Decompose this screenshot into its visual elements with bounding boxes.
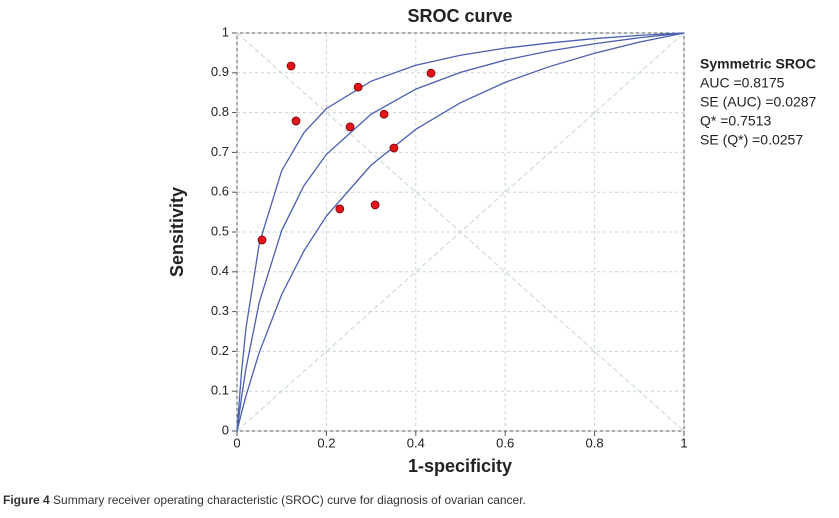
- study-point: [291, 116, 301, 126]
- x-tick-label: 0.4: [407, 435, 425, 450]
- sroc-curve: [236, 32, 685, 432]
- chart-title: SROC curve: [407, 6, 512, 26]
- annotation: AUC =0.8175: [700, 75, 785, 91]
- x-tick-label: 1: [680, 435, 687, 450]
- caption-text: Summary receiver operating characteristi…: [53, 493, 526, 507]
- x-tick-label: 0: [233, 435, 240, 450]
- y-axis-label: Sensitivity: [167, 187, 187, 277]
- y-tick-label: 1: [222, 24, 229, 39]
- caption-label: Figure 4: [3, 493, 50, 507]
- y-tick-label: 0.8: [211, 104, 229, 119]
- y-tick-label: 0.2: [211, 343, 229, 358]
- y-tick-label: 0: [222, 422, 229, 437]
- y-tick-label: 0.9: [211, 64, 229, 79]
- annotation: SE (Q*) =0.0257: [700, 132, 803, 148]
- y-tick-label: 0.5: [211, 223, 229, 238]
- annotation: Symmetric SROC: [700, 56, 816, 72]
- y-tick-label: 0.6: [211, 184, 229, 199]
- study-point: [389, 143, 399, 153]
- study-point: [345, 122, 355, 132]
- x-tick-label: 0.2: [317, 435, 335, 450]
- y-tick-label: 0.7: [211, 144, 229, 159]
- study-point: [257, 235, 267, 245]
- x-tick-label: 0.8: [586, 435, 604, 450]
- study-point: [286, 61, 296, 71]
- sroc-curve: [236, 32, 685, 432]
- sroc-curve: [236, 32, 685, 432]
- study-point: [353, 82, 363, 92]
- y-tick-label: 0.4: [211, 263, 229, 278]
- annotation: Q* =0.7513: [700, 113, 771, 129]
- y-tick-label: 0.3: [211, 303, 229, 318]
- x-tick-label: 0.6: [496, 435, 514, 450]
- study-point: [335, 204, 345, 214]
- y-tick-label: 0.1: [211, 383, 229, 398]
- x-axis-label: 1-specificity: [408, 456, 512, 476]
- study-point: [426, 68, 436, 78]
- annotation: SE (AUC) =0.0287: [700, 94, 817, 110]
- caption: Figure 4 Summary receiver operating char…: [3, 493, 526, 507]
- study-point: [379, 109, 389, 119]
- study-point: [370, 200, 380, 210]
